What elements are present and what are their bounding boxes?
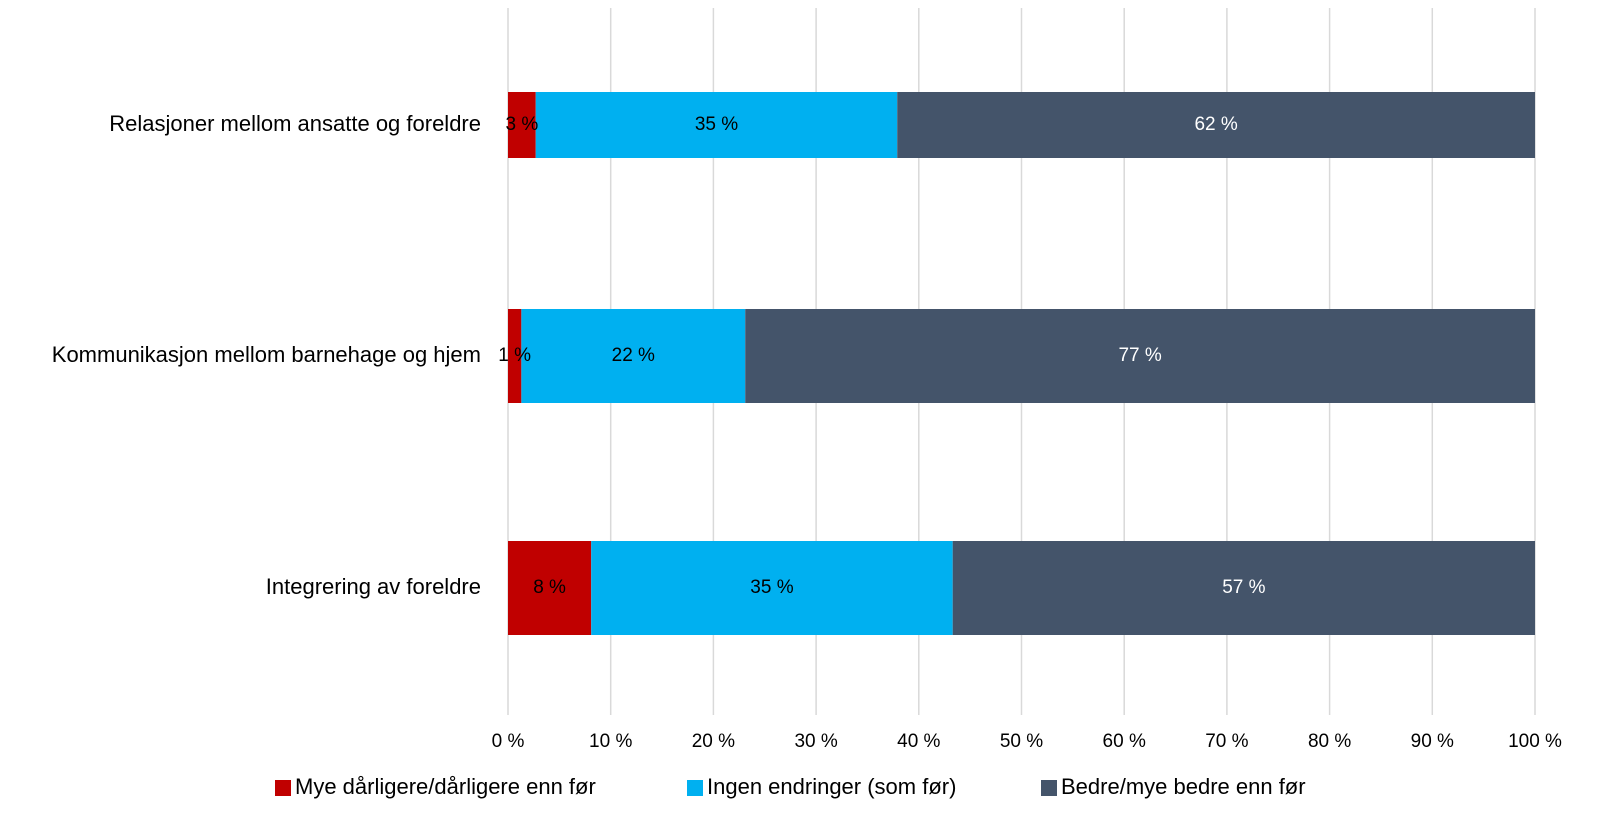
x-tick-label: 30 % [794,731,837,752]
category-labels: Relasjoner mellom ansatte og foreldre Kom… [52,111,481,599]
data-label: 62 % [1194,114,1237,135]
legend-swatch [687,780,703,796]
data-label: 22 % [612,345,655,366]
x-tick-label: 100 % [1508,731,1562,752]
category-label: Kommunikasjon mellom barnehage og hjem [52,342,481,367]
data-label: 8 % [533,577,566,598]
category-label: Relasjoner mellom ansatte og foreldre [109,111,481,136]
x-tick-label: 70 % [1205,731,1248,752]
x-tick-label: 90 % [1411,731,1454,752]
x-tick-label: 50 % [1000,731,1043,752]
bar-segment [745,309,1535,403]
legend-swatch [275,780,291,796]
bar-segment [508,309,522,403]
bar-segment [521,309,746,403]
x-tick-label: 40 % [897,731,940,752]
bar-segment [897,92,1535,158]
data-label: 1 % [498,345,531,366]
data-label: 57 % [1222,577,1265,598]
bar-segment [535,92,898,158]
bar-segment [508,541,592,635]
legend-label: Mye dårligere/dårligere enn før [295,774,596,799]
legend: Mye dårligere/dårligere enn før Ingen end… [275,774,1306,799]
bar-segment [952,541,1535,635]
x-tick-label: 10 % [589,731,632,752]
data-label: 35 % [750,577,793,598]
bar-segment [508,92,536,158]
x-tick-label: 20 % [692,731,735,752]
legend-label: Ingen endringer (som før) [707,774,956,799]
data-label: 3 % [505,114,538,135]
legend-label: Bedre/mye bedre enn før [1061,774,1306,799]
data-labels: 3 % 35 % 62 % 1 % 22 % 77 % 8 % 35 % 57 % [498,114,1265,598]
data-label: 77 % [1118,345,1161,366]
x-tick-label: 80 % [1308,731,1351,752]
x-tick-label: 0 % [492,731,525,752]
data-label: 35 % [695,114,738,135]
bars [508,92,1535,635]
category-label: Integrering av foreldre [266,574,481,599]
x-tick-label: 60 % [1103,731,1146,752]
bar-segment [591,541,953,635]
legend-swatch [1041,780,1057,796]
x-axis-tick-labels: 0 % 10 % 20 % 30 % 40 % 50 % 60 % 70 % 80 % 90 % 1… [492,731,1562,752]
